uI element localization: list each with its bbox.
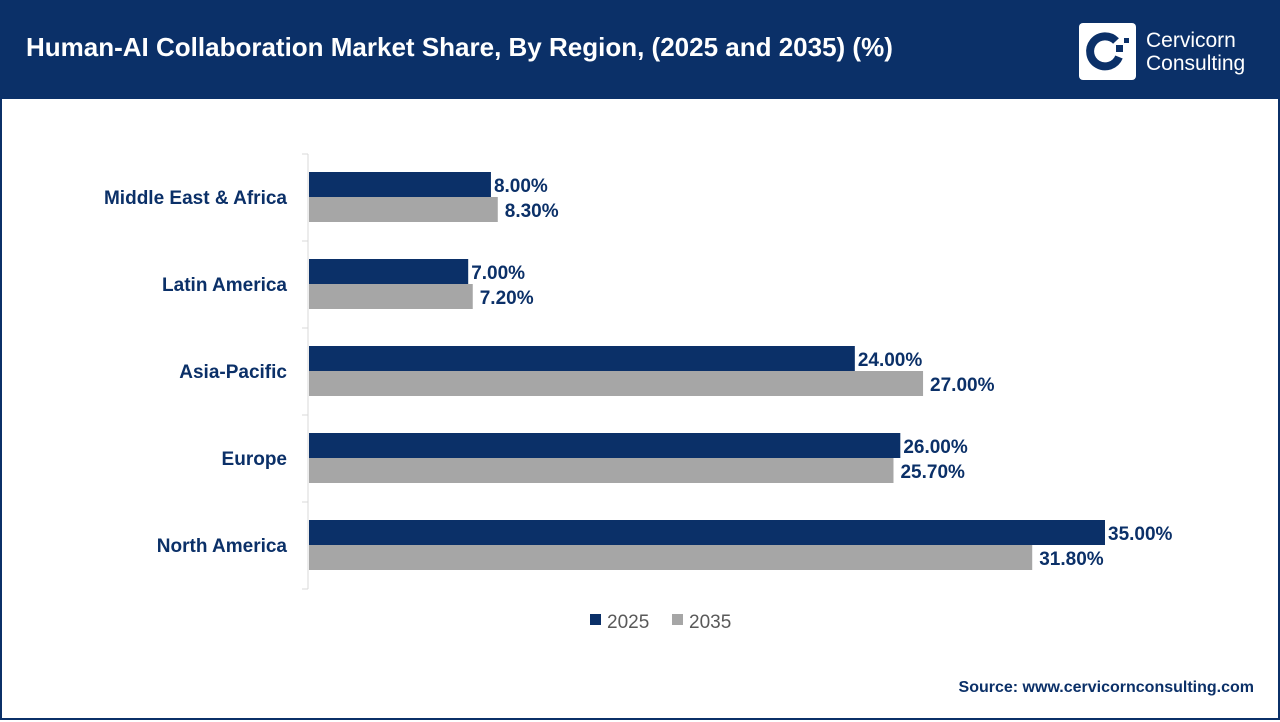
data-label: 25.70% — [900, 462, 965, 483]
category-label: Latin America — [162, 275, 287, 296]
bar-2025 — [309, 520, 1105, 545]
data-label: 8.00% — [494, 176, 548, 197]
legend-label: 2025 — [607, 612, 649, 633]
bar-2025 — [309, 346, 855, 371]
data-label: 7.20% — [480, 288, 534, 309]
category-label: Europe — [222, 449, 287, 470]
legend-swatch-2035 — [672, 614, 683, 625]
data-label: 27.00% — [930, 375, 995, 396]
page-title: Human-AI Collaboration Market Share, By … — [26, 32, 893, 62]
data-label: 8.30% — [505, 201, 559, 222]
category-label: North America — [157, 536, 288, 557]
bar-2035 — [309, 371, 924, 396]
category-label: Asia-Pacific — [179, 362, 287, 383]
category-label: Middle East & Africa — [104, 188, 287, 209]
bar-2025 — [309, 259, 469, 284]
bar-2035 — [309, 197, 498, 222]
bar-2035 — [309, 458, 894, 483]
data-label: 7.00% — [471, 263, 525, 284]
bar-2025 — [309, 172, 491, 197]
data-label: 24.00% — [858, 350, 923, 371]
bar-2025 — [309, 433, 901, 458]
legend-swatch-2025 — [590, 614, 601, 625]
data-label: 26.00% — [903, 437, 968, 458]
data-label: 35.00% — [1108, 524, 1173, 545]
logo-icon — [1079, 23, 1136, 80]
logo-text-1: Cervicorn — [1146, 28, 1236, 52]
source-text: Source: www.cervicornconsulting.com — [958, 679, 1254, 696]
bar-2035 — [309, 284, 473, 309]
legend-label: 2035 — [689, 612, 731, 633]
logo: Cervicorn Consulting — [1079, 23, 1245, 80]
bar-2035 — [309, 545, 1033, 570]
data-label: 31.80% — [1039, 549, 1104, 570]
logo-text-2: Consulting — [1146, 51, 1246, 75]
header: Human-AI Collaboration Market Share, By … — [2, 2, 1280, 99]
